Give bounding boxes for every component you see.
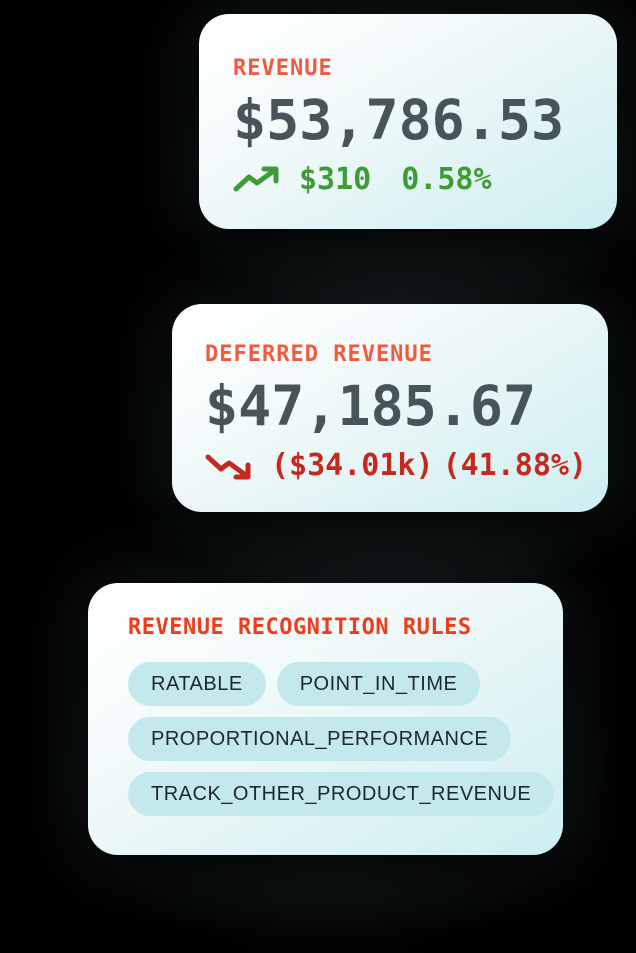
tag-pill-ratable[interactable]: RATABLE	[128, 662, 266, 706]
revenue-value: $53,786.53	[233, 88, 565, 152]
deferred-revenue-change-percent: (41.88%)	[442, 448, 588, 484]
rules-tag-list: RATABLE POINT_IN_TIME PROPORTIONAL_PERFO…	[128, 662, 563, 816]
tag-pill-track-other-product-revenue[interactable]: TRACK_OTHER_PRODUCT_REVENUE	[128, 772, 555, 816]
deferred-revenue-card: DEFERRED REVENUE $47,185.67 ($34.01k) (4…	[172, 304, 608, 512]
deferred-revenue-card-label: DEFERRED REVENUE	[205, 342, 433, 367]
rules-card-title: REVENUE RECOGNITION RULES	[128, 615, 472, 640]
revenue-card: REVENUE $53,786.53 $310 0.58%	[199, 14, 617, 229]
deferred-revenue-change-amount: ($34.01k)	[271, 448, 434, 484]
revenue-card-label: REVENUE	[233, 56, 333, 81]
tag-row: PROPORTIONAL_PERFORMANCE	[128, 717, 563, 761]
deferred-revenue-value: $47,185.67	[205, 374, 537, 438]
tag-row: RATABLE POINT_IN_TIME	[128, 662, 563, 706]
deferred-revenue-change-row: ($34.01k) (41.88%)	[205, 448, 608, 483]
tag-pill-proportional-performance[interactable]: PROPORTIONAL_PERFORMANCE	[128, 717, 512, 761]
revenue-change-row: $310 0.58%	[233, 162, 617, 197]
trend-up-icon	[233, 166, 279, 192]
revenue-change-percent: 0.58%	[401, 162, 492, 198]
revenue-recognition-rules-card: REVENUE RECOGNITION RULES RATABLE POINT_…	[88, 583, 563, 855]
tag-pill-point-in-time[interactable]: POINT_IN_TIME	[276, 662, 481, 706]
trend-down-icon	[205, 454, 251, 480]
revenue-change-amount: $310	[299, 162, 372, 198]
tag-row: TRACK_OTHER_PRODUCT_REVENUE	[128, 772, 563, 816]
